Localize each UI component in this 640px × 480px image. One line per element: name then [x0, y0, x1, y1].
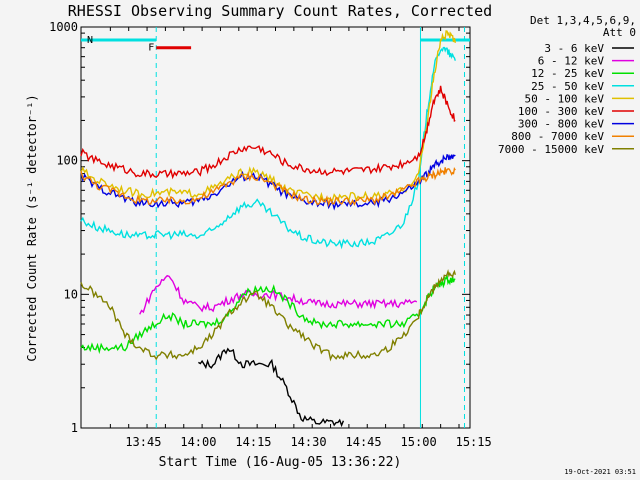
series-line-6-12-kev — [139, 274, 418, 315]
x-tick-label: 14:30 — [290, 435, 326, 449]
series-line-800-7000-kev — [80, 167, 456, 208]
legend-label: 800 - 7000 keV — [511, 130, 604, 143]
legend-label: 300 - 800 keV — [518, 118, 604, 131]
series-line-7000-15000-kev — [80, 268, 456, 362]
x-tick-label: 14:15 — [235, 435, 271, 449]
x-tick-label: 13:45 — [125, 435, 161, 449]
y-axis: 1 10 100 1000 — [49, 20, 470, 435]
legend-label: 25 - 50 keV — [531, 80, 604, 93]
legend-label: 100 - 300 keV — [518, 105, 604, 118]
timestamp: 19-Oct-2021 03:51 — [564, 468, 636, 476]
flag-label: F — [148, 43, 154, 54]
x-axis: 13:45 14:00 14:15 14:30 14:45 15:00 15:15 — [109, 27, 492, 449]
y-tick-label: 1 — [71, 421, 78, 435]
series-line-25-50-kev — [80, 46, 456, 250]
series-line-12-25-kev — [80, 273, 456, 355]
legend-header: Det 1,3,4,5,6,9, — [530, 14, 636, 27]
x-tick-label: 14:00 — [180, 435, 216, 449]
x-tick-label: 14:45 — [346, 435, 382, 449]
legend-label: 12 - 25 keV — [531, 67, 604, 80]
x-axis-label: Start Time (16-Aug-05 13:36:22) — [159, 455, 402, 470]
chart-title: RHESSI Observing Summary Count Rates, Co… — [68, 2, 492, 20]
series-line-100-300-kev — [80, 85, 456, 180]
legend-label: 50 - 100 keV — [525, 92, 605, 105]
series-line-3-6-kev — [198, 347, 345, 428]
legend-header: Att 0 — [603, 26, 636, 39]
legend-label: 6 - 12 keV — [538, 55, 605, 68]
y-tick-label: 10 — [64, 287, 78, 301]
flag-label: N — [87, 35, 93, 46]
legend-label: 7000 - 15000 keV — [498, 143, 604, 156]
y-tick-label: 100 — [56, 154, 78, 168]
series-lines — [80, 30, 456, 428]
y-axis-label: Corrected Count Rate (s⁻¹ detector⁻¹) — [25, 94, 39, 361]
series-line-50-100-kev — [80, 30, 456, 203]
legend-label: 3 - 6 keV — [544, 42, 604, 55]
x-tick-label: 15:15 — [456, 435, 492, 449]
flag-bars: NF — [81, 27, 470, 428]
y-tick-label: 1000 — [49, 20, 78, 34]
x-tick-label: 15:00 — [401, 435, 437, 449]
